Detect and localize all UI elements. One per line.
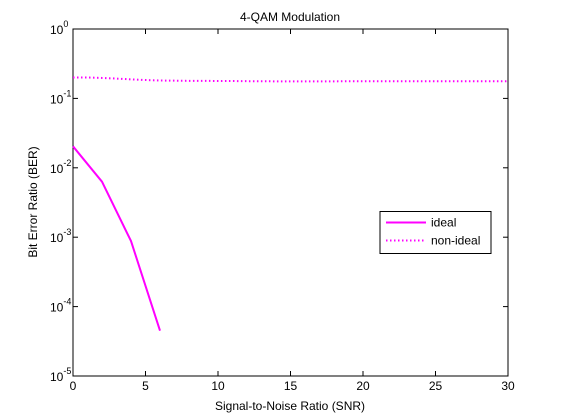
y-axis-label: Bit Error Ratio (BER) — [26, 146, 40, 257]
x-tick-label: 25 — [429, 379, 443, 393]
y-tick-base: 10 — [50, 92, 64, 106]
y-tick-exponent: -3 — [63, 227, 71, 237]
legend-label: ideal — [431, 216, 456, 230]
y-tick-exponent: -4 — [63, 297, 71, 307]
y-tick-label: 10-2 — [50, 158, 71, 176]
y-tick-exponent: -2 — [63, 158, 71, 168]
x-tick-label: 30 — [501, 379, 515, 393]
legend-box — [379, 211, 492, 254]
legend-label: non-ideal — [431, 234, 480, 248]
y-tick-base: 10 — [50, 23, 64, 37]
y-tick-label: 100 — [50, 19, 68, 37]
y-tick-exponent: -1 — [63, 88, 71, 98]
x-tick-label: 5 — [142, 379, 149, 393]
plot-area — [72, 28, 509, 377]
y-tick-base: 10 — [50, 162, 64, 176]
x-axis-label: Signal-to-Noise Ratio (SNR) — [215, 399, 365, 413]
series-line — [73, 76, 508, 83]
y-tick-label: 10-1 — [50, 88, 71, 106]
x-tick-label: 0 — [70, 379, 77, 393]
y-tick-exponent: -5 — [63, 366, 71, 376]
y-tick-exponent: 0 — [63, 19, 68, 29]
x-tick-label: 15 — [284, 379, 298, 393]
x-tick-label: 20 — [356, 379, 370, 393]
y-tick-label: 10-4 — [50, 297, 71, 315]
y-tick-base: 10 — [50, 370, 64, 384]
x-tick-label: 10 — [211, 379, 225, 393]
y-tick-base: 10 — [50, 301, 64, 315]
y-tick-base: 10 — [50, 231, 64, 245]
y-tick-label: 10-3 — [50, 227, 71, 245]
y-tick-label: 10-5 — [50, 366, 71, 384]
series-line — [72, 145, 161, 331]
chart-title: 4-QAM Modulation — [240, 10, 340, 24]
